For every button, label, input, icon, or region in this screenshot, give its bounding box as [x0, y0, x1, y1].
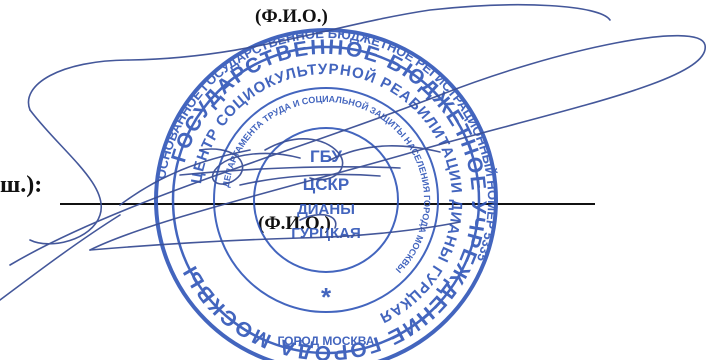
signature-label: ш.):	[0, 172, 43, 198]
signature-line	[60, 203, 595, 205]
seal-inner-ring-text: ДЕПАРТАМЕНТА ТРУДА И СОЦИАЛЬНОЙ ЗАЩИТЫ Н…	[221, 94, 432, 275]
fio-top-label: (Ф.И.О.)	[255, 6, 328, 27]
fio-bottom-label: (Ф.И.О.)	[258, 213, 331, 234]
seal-main-ring-text: ГОСУДАРСТВЕННОЕ БЮДЖЕТНОЕ УЧРЕЖДЕНИЕ ГОР…	[167, 36, 490, 360]
seal-center-line-1: ГБУ	[310, 147, 342, 166]
seal-star-icon: *	[321, 282, 332, 312]
round-seal: ОСНОВАННОЕ ГОСУДАРСТВЕННОЕ БЮДЖЕТНОЕ РЕГ…	[153, 26, 500, 360]
handwritten-signature	[0, 3, 706, 301]
seal-bottom-text: ГОРОД МОСКВА	[278, 334, 375, 348]
seal-center-line-2: ЦСКР	[303, 175, 349, 194]
seal-middle-ring-text: ЦЕНТР СОЦИОКУЛЬТУРНОЙ РЕАБИЛИТАЦИИ ДИАНЫ…	[188, 61, 465, 327]
